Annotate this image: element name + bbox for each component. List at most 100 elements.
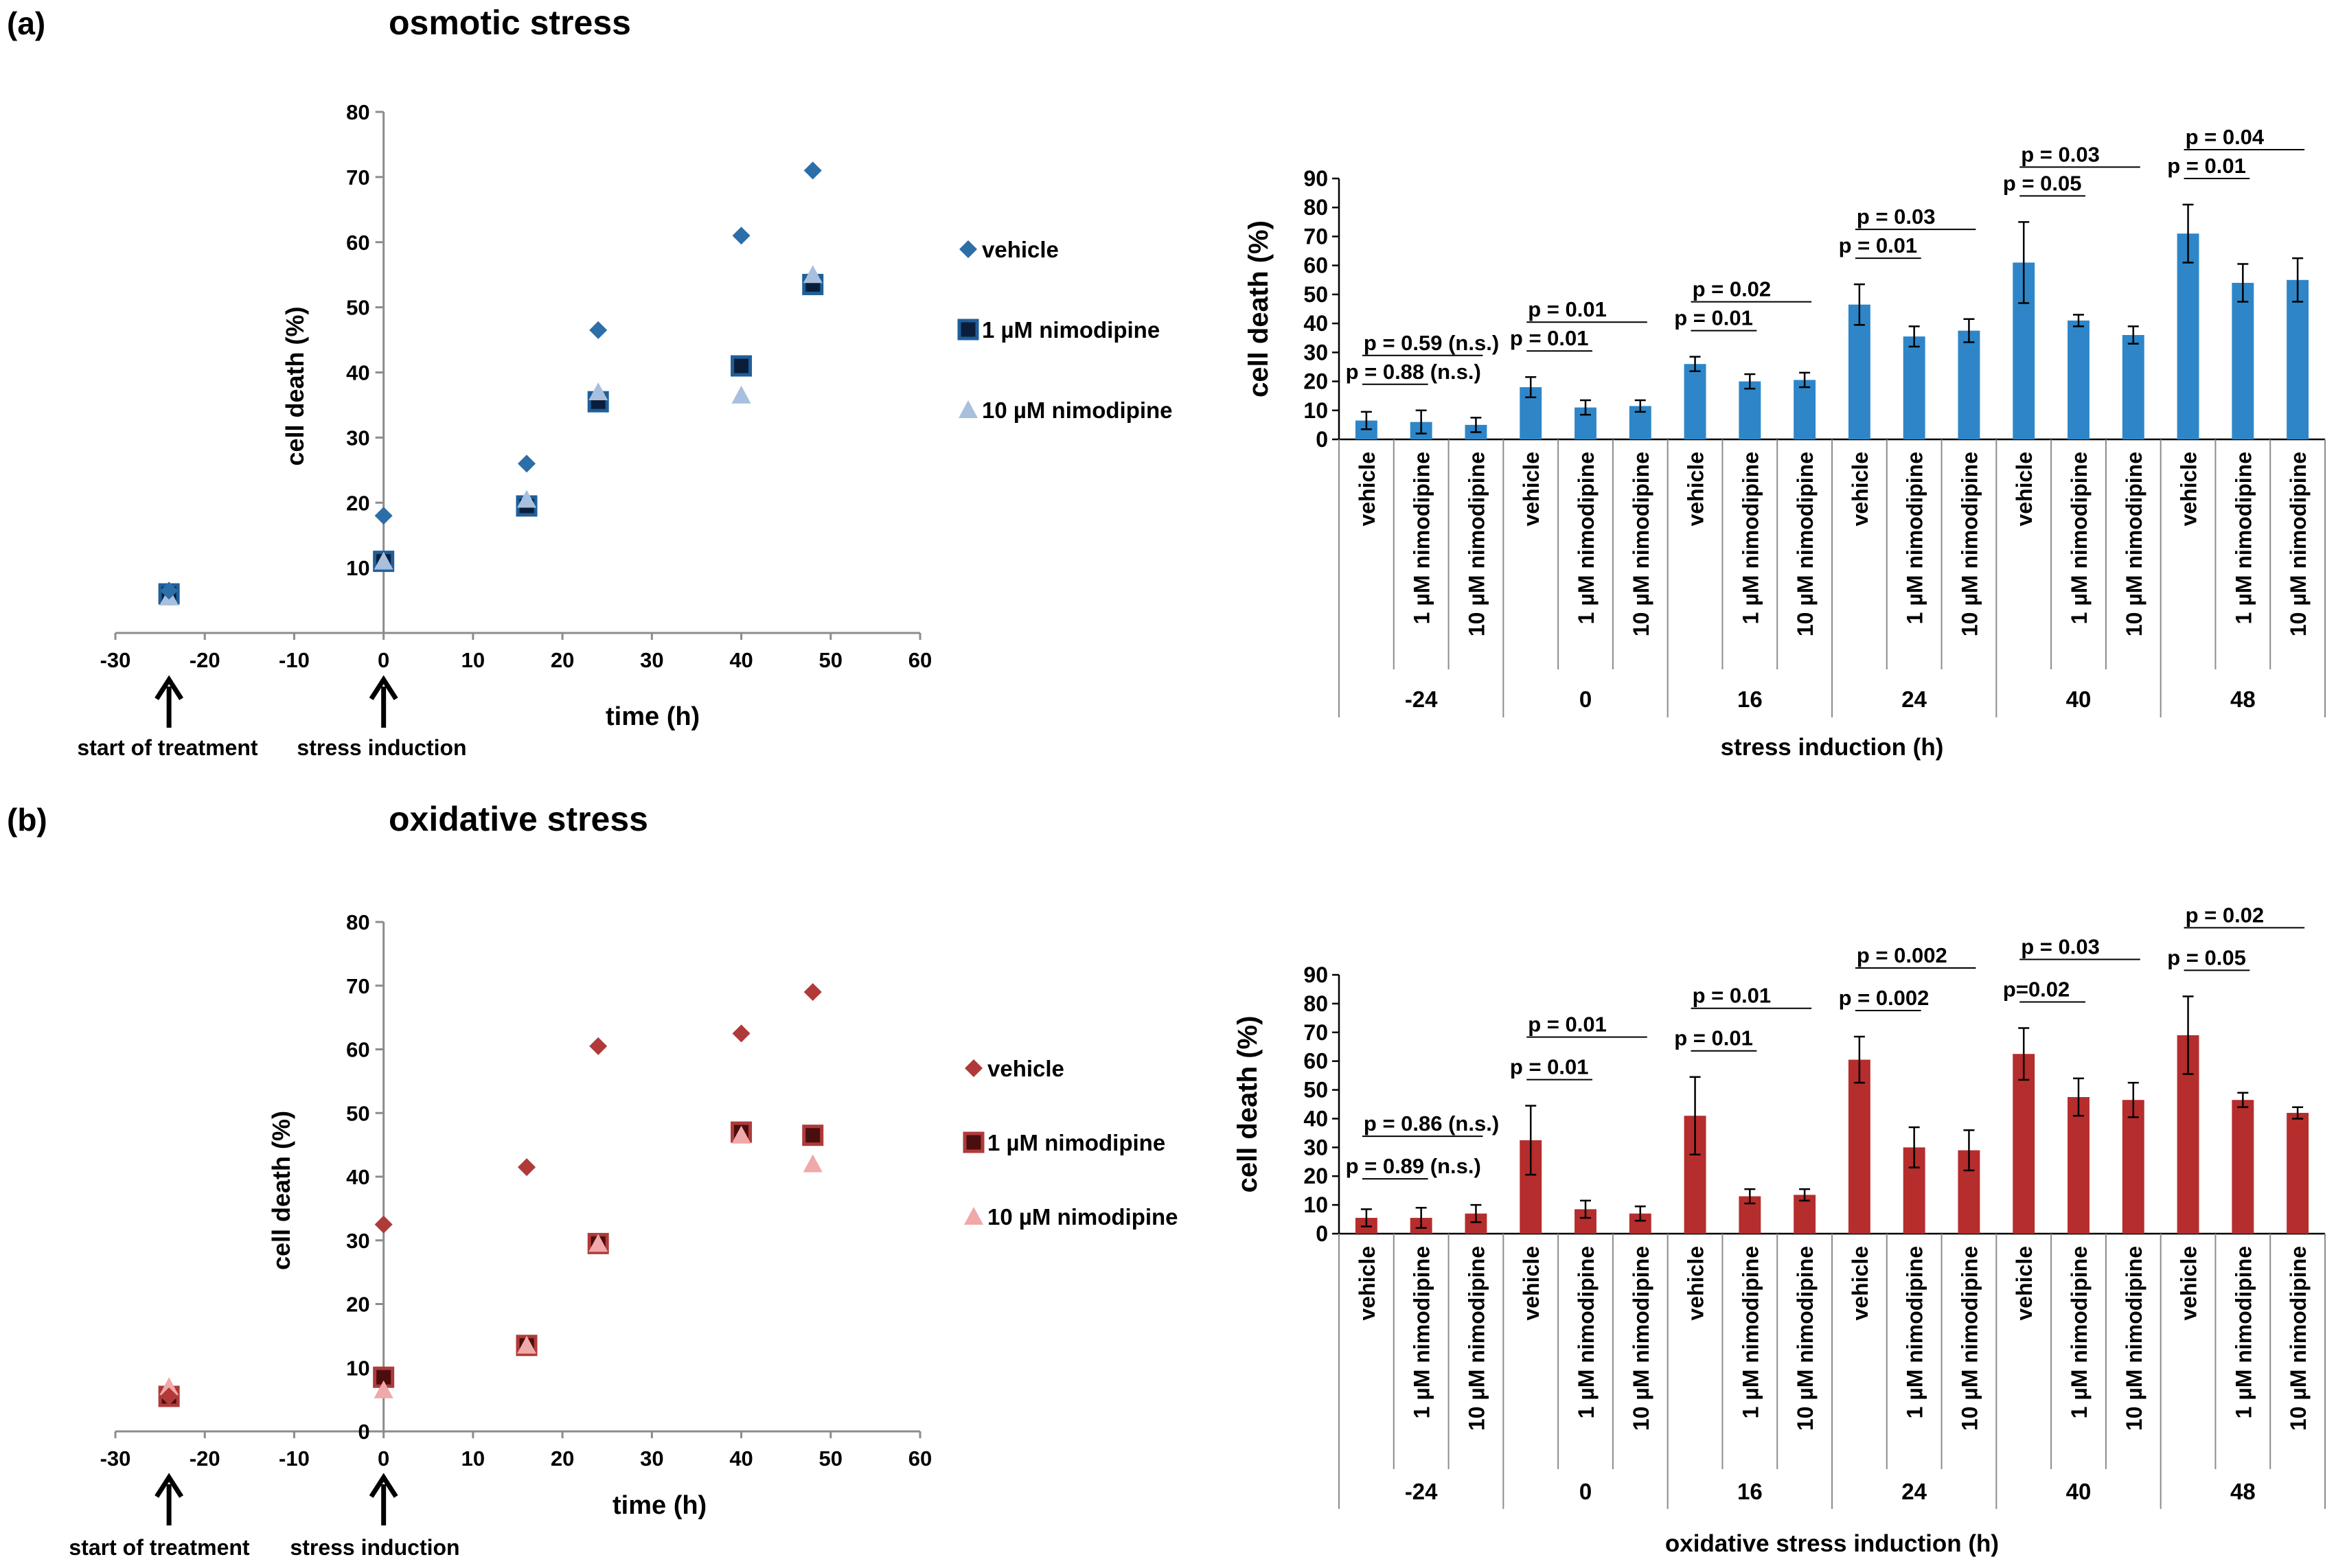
data-point bbox=[588, 1234, 608, 1252]
x-tick-label: -30 bbox=[100, 648, 131, 672]
data-point bbox=[732, 1024, 751, 1043]
x-tick-label: -20 bbox=[190, 648, 220, 672]
category-label: 10 µM nimodipine bbox=[2286, 1246, 2311, 1431]
group-label: 16 bbox=[1737, 1479, 1763, 1504]
category-label: 10 µM nimodipine bbox=[1629, 452, 1653, 636]
x-axis-title: oxidative stress induction (h) bbox=[1665, 1530, 1999, 1557]
category-label: vehicle bbox=[2177, 452, 2201, 527]
p-value-label: p = 0.01 bbox=[1528, 1013, 1607, 1037]
y-tick-label: 10 bbox=[346, 1356, 369, 1380]
x-tick-label: 60 bbox=[908, 648, 932, 672]
category-label: 1 µM nimodipine bbox=[1410, 452, 1434, 624]
p-value-label: p = 0.05 bbox=[2003, 171, 2082, 195]
group-label: 48 bbox=[2230, 687, 2256, 712]
category-label: vehicle bbox=[2012, 1246, 2037, 1321]
category-label: 10 µM nimodipine bbox=[1793, 1246, 1818, 1431]
bar bbox=[2122, 335, 2144, 439]
data-point bbox=[732, 227, 751, 245]
category-label: 10 µM nimodipine bbox=[1464, 1246, 1489, 1431]
bar bbox=[2122, 1100, 2144, 1234]
data-point bbox=[588, 382, 608, 400]
y-tick-label: 20 bbox=[346, 491, 369, 515]
y-axis-title: cell death (%) bbox=[1233, 1016, 1263, 1193]
category-label: 1 µM nimodipine bbox=[2231, 452, 2256, 624]
data-point bbox=[803, 1154, 823, 1173]
legend-marker bbox=[959, 240, 977, 258]
category-label: 10 µM nimodipine bbox=[1629, 1246, 1653, 1431]
data-point bbox=[517, 1335, 537, 1354]
p-value-label: p=0.02 bbox=[2003, 977, 2070, 1001]
category-label: 1 µM nimodipine bbox=[2067, 452, 2092, 624]
y-tick-label: 50 bbox=[346, 1101, 369, 1125]
legend-marker bbox=[959, 400, 978, 418]
data-point bbox=[374, 507, 393, 525]
category-label: vehicle bbox=[1355, 452, 1379, 527]
y-tick-label: 40 bbox=[346, 361, 369, 385]
category-label: 1 µM nimodipine bbox=[1738, 1246, 1763, 1418]
y-tick-label: 0 bbox=[358, 1420, 369, 1444]
osmotic-bar-chart: 0 10 20 30 40 50 60 70 80 90 cell death (%) vehicle… bbox=[1244, 125, 2326, 761]
y-tick-label: 60 bbox=[346, 1038, 369, 1062]
group-label: 0 bbox=[1579, 1479, 1592, 1504]
p-value-label: p = 0.04 bbox=[2186, 125, 2265, 149]
p-value-label: p = 0.01 bbox=[1510, 1055, 1589, 1079]
bar bbox=[2232, 1100, 2254, 1234]
x-tick-label: 0 bbox=[378, 1446, 389, 1471]
group-label: 40 bbox=[2066, 687, 2092, 712]
panel-a-title: osmotic stress bbox=[389, 3, 631, 42]
y-tick-label: 30 bbox=[346, 1229, 369, 1253]
group-label: 48 bbox=[2230, 1479, 2256, 1504]
category-label: 1 µM nimodipine bbox=[1574, 452, 1599, 624]
y-tick-label: 70 bbox=[1303, 1020, 1328, 1045]
legend-entry: vehicle bbox=[987, 1056, 1064, 1081]
y-axis-title: cell death (%) bbox=[267, 1111, 295, 1270]
group-label: 40 bbox=[2066, 1479, 2092, 1504]
x-tick-label: -20 bbox=[190, 1446, 220, 1471]
category-label: 1 µM nimodipine bbox=[2231, 1246, 2256, 1418]
legend-entry: 10 µM nimodipine bbox=[982, 397, 1173, 423]
annotation-arrow-head bbox=[154, 675, 184, 700]
osmotic-scatter-chart: -30 -20 -10 0 10 20 30 40 50 60 10 20 30 40 50 60 70 80 ce… bbox=[77, 100, 1172, 760]
data-point bbox=[589, 321, 608, 339]
category-label: 10 µM nimodipine bbox=[2122, 1246, 2146, 1431]
group-label: -24 bbox=[1405, 687, 1438, 712]
y-tick-label: 10 bbox=[346, 556, 369, 580]
legend-marker bbox=[965, 1059, 983, 1077]
x-tick-label: 40 bbox=[729, 648, 753, 672]
data-point bbox=[589, 1037, 608, 1055]
category-label: 10 µM nimodipine bbox=[1957, 452, 1982, 636]
x-tick-label: 50 bbox=[819, 648, 843, 672]
y-tick-label: 40 bbox=[1303, 311, 1328, 336]
category-label: 10 µM nimodipine bbox=[2122, 452, 2146, 636]
stress-induction-label: stress induction bbox=[297, 735, 466, 760]
p-value-label: p = 0.86 (n.s.) bbox=[1364, 1111, 1499, 1135]
x-tick-label: -30 bbox=[100, 1446, 131, 1471]
bar bbox=[2068, 1097, 2090, 1234]
data-point bbox=[374, 1215, 393, 1234]
y-tick-label: 30 bbox=[1303, 340, 1328, 365]
legend-entry: vehicle bbox=[982, 237, 1059, 262]
oxidative-bar-chart: 0 10 20 30 40 50 60 70 80 90 cell death (%) vehicle… bbox=[1233, 903, 2326, 1557]
p-value-label: p = 0.03 bbox=[1857, 205, 1936, 229]
y-tick-label: 40 bbox=[346, 1165, 369, 1189]
x-axis-title: stress induction (h) bbox=[1721, 734, 1944, 761]
bar bbox=[1848, 304, 1870, 439]
annotation-arrow-head bbox=[154, 1473, 184, 1498]
legend-entry: 1 µM nimodipine bbox=[982, 317, 1160, 343]
data-point bbox=[731, 1125, 751, 1144]
group-label: -24 bbox=[1405, 1479, 1438, 1504]
p-value-label: p = 0.01 bbox=[1674, 1026, 1753, 1050]
x-tick-label: 10 bbox=[461, 648, 485, 672]
group-label: 16 bbox=[1737, 687, 1763, 712]
bar bbox=[1958, 330, 1980, 439]
category-label: vehicle bbox=[1684, 1246, 1708, 1321]
y-tick-label: 80 bbox=[346, 100, 369, 124]
bar bbox=[2068, 320, 2090, 439]
bar bbox=[2013, 1054, 2035, 1234]
data-point bbox=[731, 385, 751, 404]
category-label: 1 µM nimodipine bbox=[1738, 452, 1763, 624]
category-label: vehicle bbox=[1519, 1246, 1544, 1321]
y-tick-label: 50 bbox=[1303, 1078, 1328, 1103]
p-value-label: p = 0.01 bbox=[1510, 326, 1589, 350]
